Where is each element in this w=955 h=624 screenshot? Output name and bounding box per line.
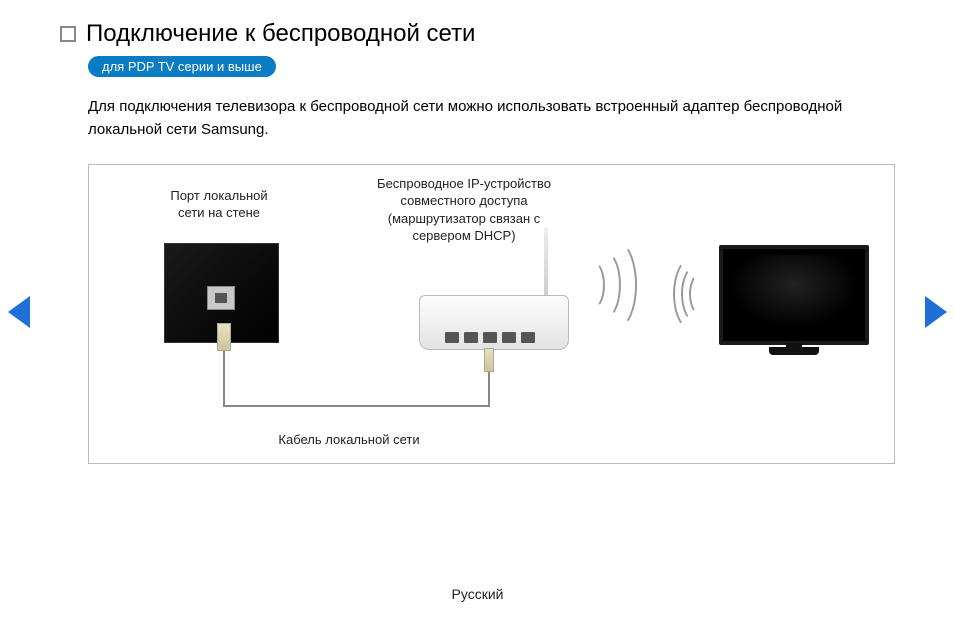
lan-jack-icon bbox=[207, 286, 235, 310]
tv-stand-icon bbox=[769, 347, 819, 355]
router-ports-icon bbox=[445, 332, 535, 343]
lan-cable-icon bbox=[488, 372, 490, 407]
tv-screen-icon bbox=[729, 255, 859, 329]
title-row: Подключение к беспроводной сети bbox=[60, 20, 895, 48]
bullet-square-icon bbox=[60, 26, 76, 42]
tv-icon bbox=[719, 245, 869, 345]
model-badge: для PDP TV серии и выше bbox=[88, 56, 276, 77]
lan-cable-icon bbox=[223, 405, 489, 407]
language-label: Русский bbox=[0, 586, 955, 602]
wall-port-label: Порт локальнойсети на стене bbox=[149, 187, 289, 222]
prev-page-button[interactable] bbox=[8, 296, 30, 328]
next-page-button[interactable] bbox=[925, 296, 947, 328]
lan-cable-icon bbox=[223, 351, 225, 405]
page-title: Подключение к беспроводной сети bbox=[86, 20, 475, 48]
page-description: Для подключения телевизора к беспроводно… bbox=[88, 95, 895, 142]
router-antenna-icon bbox=[544, 227, 548, 299]
wifi-signal-icon bbox=[673, 257, 711, 331]
router-icon bbox=[419, 295, 569, 350]
lan-plug-router-icon bbox=[484, 348, 494, 372]
lan-plug-wall-icon bbox=[217, 323, 231, 351]
wifi-signal-icon bbox=[595, 240, 637, 330]
cable-label: Кабель локальной сети bbox=[254, 431, 444, 449]
router-label: Беспроводное IP-устройствосовместного до… bbox=[344, 175, 584, 245]
connection-diagram: Порт локальнойсети на стене Беспроводное… bbox=[88, 164, 895, 464]
